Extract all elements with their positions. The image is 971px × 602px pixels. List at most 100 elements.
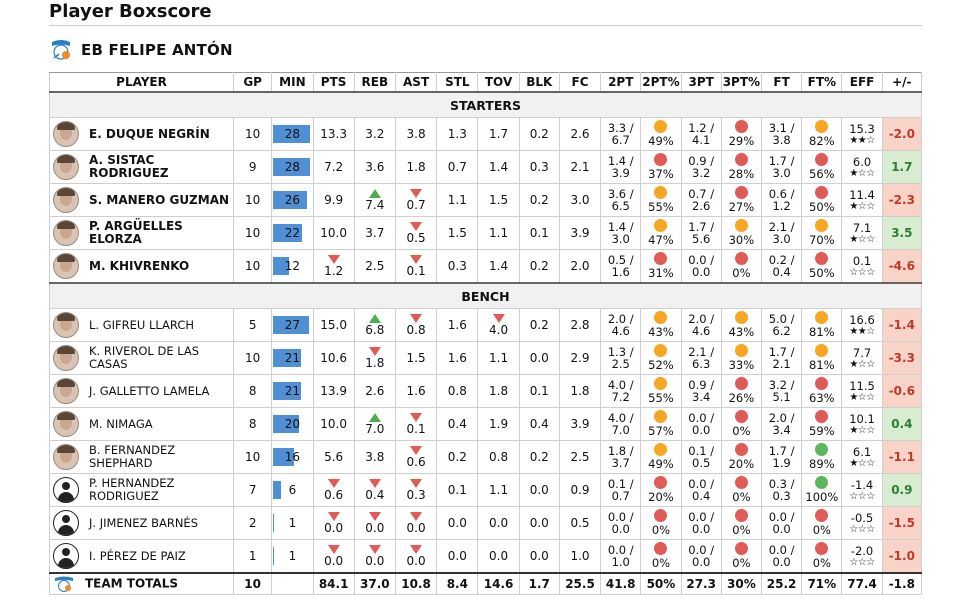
column-header[interactable]: EFF	[841, 72, 883, 93]
column-header[interactable]: STL	[436, 72, 479, 93]
rating-stars-icon: ☆☆☆	[849, 556, 875, 568]
player-cell[interactable]: P. ARGÜELLES ELORZA	[48, 216, 235, 250]
player-name[interactable]: B. FERNANDEZ SHEPHARD	[89, 443, 176, 470]
three-pt-pct: 0%	[720, 539, 763, 574]
player-cell[interactable]: L. GIFREU LLARCH	[48, 308, 235, 342]
column-header[interactable]: FT%	[801, 72, 843, 93]
free-throws-att: 2.1	[772, 357, 791, 371]
player-name[interactable]: A. SISTAC RODRIGUEZ	[89, 153, 169, 180]
totals-reb: 37.0	[353, 572, 396, 595]
player-row[interactable]: A. SISTAC RODRIGUEZ 9 28 7.2 3.6 1.8 0.7 1.4 0.3…	[48, 150, 923, 184]
ft-pct-value: 81%	[809, 358, 835, 372]
status-dot-icon	[654, 311, 668, 324]
three-pt-pct-value: 0%	[732, 556, 751, 570]
player-cell[interactable]: M. NIMAGA	[48, 407, 235, 441]
column-header[interactable]: FC	[558, 72, 602, 93]
turnovers: 4.0	[477, 308, 520, 342]
player-row[interactable]: L. GIFREU LLARCH 5 27 15.0 6.8 0.8 1.6 4.0 0.2 2.…	[48, 308, 923, 342]
player-name[interactable]: P. ARGÜELLES ELORZA	[89, 219, 183, 246]
player-name[interactable]: I. PÉREZ DE PAIZ	[89, 548, 186, 563]
player-name[interactable]: J. GALLETTO LAMELA	[89, 383, 210, 398]
turnovers: 1.4	[477, 249, 520, 284]
steals-value: 1.1	[447, 193, 467, 207]
rebounds: 1.8	[353, 341, 396, 375]
player-name[interactable]: P. HERNANDEZ RODRIGUEZ	[89, 476, 175, 503]
three-pt-att: 3.2	[692, 166, 711, 180]
steals: 0.0	[436, 506, 479, 540]
three-pt-att: 0.0	[692, 555, 711, 569]
column-header[interactable]: 2PT%	[640, 72, 682, 93]
free-throws-att: 0.4	[772, 265, 791, 279]
player-row[interactable]: M. KHIVRENKO 10 12 1.2 2.5 0.1 0.3 1.4 0.2 2.0 0.5…	[48, 249, 923, 284]
assists: 0.5	[394, 216, 438, 250]
section-header-row: BENCH	[49, 282, 922, 309]
column-header[interactable]: GP	[233, 72, 273, 93]
player-name[interactable]: L. GIFREU LLARCH	[89, 317, 195, 332]
column-header[interactable]: AST	[394, 72, 438, 93]
player-row[interactable]: M. NIMAGA 8 20 10.0 7.0 0.1 0.4 1.9 0.4 3.9 4.0 /7…	[48, 407, 923, 441]
blocks: 0.0	[518, 506, 560, 540]
player-name[interactable]: E. DUQUE NEGRÍN	[89, 126, 210, 141]
player-cell[interactable]: E. DUQUE NEGRÍN	[48, 117, 235, 151]
rebounds-value: 3.6	[365, 160, 385, 174]
player-row[interactable]: S. MANERO GUZMAN 10 26 9.9 7.4 0.7 1.1 1.5 0.2 3.…	[48, 183, 923, 217]
free-throws-made: 1.7 /	[768, 444, 795, 458]
assists-value: 0.5	[406, 231, 426, 245]
column-header[interactable]: +/-	[881, 72, 923, 93]
three-pt-att: 0.0	[692, 522, 711, 536]
player-row[interactable]: J. JIMENEZ BARNÉS 2 1 0.0 0.0 0.0 0.0 0.0 0.0 0.5…	[48, 506, 923, 540]
three-pt: 2.0 /4.6	[680, 308, 722, 342]
player-cell[interactable]: M. KHIVRENKO	[48, 249, 235, 284]
three-pt-made: 1.7 /	[688, 220, 715, 234]
assists: 0.8	[394, 308, 438, 342]
player-name[interactable]: M. KHIVRENKO	[89, 258, 190, 273]
arrow-down-icon	[327, 255, 340, 264]
column-header[interactable]: REB	[353, 72, 396, 93]
player-name[interactable]: S. MANERO GUZMAN	[89, 192, 230, 207]
column-header[interactable]: 3PT%	[720, 72, 763, 93]
player-cell[interactable]: S. MANERO GUZMAN	[48, 183, 235, 217]
player-cell[interactable]: B. FERNANDEZ SHEPHARD	[48, 440, 235, 474]
plus-minus: 3.5	[881, 216, 923, 250]
minutes-bar	[273, 158, 311, 176]
column-header[interactable]: PTS	[312, 72, 355, 93]
player-cell[interactable]: K. RIVEROL DE LAS CASAS	[48, 341, 235, 375]
minutes-cell: 26	[271, 183, 314, 217]
player-cell[interactable]: J. JIMENEZ BARNÉS	[48, 506, 235, 540]
player-row[interactable]: J. GALLETTO LAMELA 8 21 13.9 2.6 1.6 0.8 1.8 0.1…	[48, 374, 923, 408]
player-avatar	[53, 187, 79, 213]
free-throws-att: 3.0	[772, 166, 791, 180]
player-row[interactable]: B. FERNANDEZ SHEPHARD 10 16 5.6 3.8 0.6 0.2 0.8…	[48, 440, 923, 474]
assists: 0.6	[394, 440, 438, 474]
player-row[interactable]: P. HERNANDEZ RODRIGUEZ 7 6 0.6 0.4 0.3 0.1 1.1 0…	[48, 473, 923, 507]
totals-pm: -1.8	[881, 572, 923, 595]
column-header[interactable]: PLAYER	[48, 72, 235, 93]
rating-stars-icon: ★☆☆	[849, 391, 875, 403]
player-row[interactable]: K. RIVEROL DE LAS CASAS 10 21 10.6 1.8 1.5 1.6…	[48, 341, 923, 375]
efficiency: 10.1 ★☆☆	[841, 407, 883, 441]
player-cell[interactable]: P. HERNANDEZ RODRIGUEZ	[48, 473, 235, 507]
player-row[interactable]: P. ARGÜELLES ELORZA 10 22 10.0 3.7 0.5 1.5 1.1 0…	[48, 216, 923, 250]
efficiency: 15.3 ★★☆	[841, 117, 883, 151]
column-header[interactable]: BLK	[518, 72, 560, 93]
column-header[interactable]: 3PT	[680, 72, 722, 93]
column-header[interactable]: FT	[760, 72, 803, 93]
team-logo-icon	[53, 575, 75, 593]
player-row[interactable]: E. DUQUE NEGRÍN 10 28 13.3 3.2 3.8 1.3 1.7 0.2 2.…	[48, 117, 923, 151]
player-row[interactable]: I. PÉREZ DE PAIZ 1 1 0.0 0.0 0.0 0.0 0.0 0.0 1.0 0…	[48, 539, 923, 574]
player-name[interactable]: J. JIMENEZ BARNÉS	[89, 515, 198, 530]
games-played: 10	[233, 341, 273, 375]
column-header[interactable]: MIN	[271, 72, 314, 93]
column-header[interactable]: 2PT	[600, 72, 642, 93]
fouls-value: 3.9	[570, 417, 590, 431]
player-cell[interactable]: I. PÉREZ DE PAIZ	[48, 539, 235, 574]
player-cell[interactable]: A. SISTAC RODRIGUEZ	[48, 150, 235, 184]
turnovers-value: 1.1	[489, 226, 509, 240]
two-pt-pct-value: 52%	[648, 358, 674, 372]
points-value: 7.2	[324, 160, 344, 174]
column-header[interactable]: TOV	[477, 72, 520, 93]
player-name[interactable]: M. NIMAGA	[89, 416, 153, 431]
player-name[interactable]: K. RIVEROL DE LAS CASAS	[89, 344, 200, 371]
status-dot-icon	[654, 509, 668, 522]
player-cell[interactable]: J. GALLETTO LAMELA	[48, 374, 235, 408]
